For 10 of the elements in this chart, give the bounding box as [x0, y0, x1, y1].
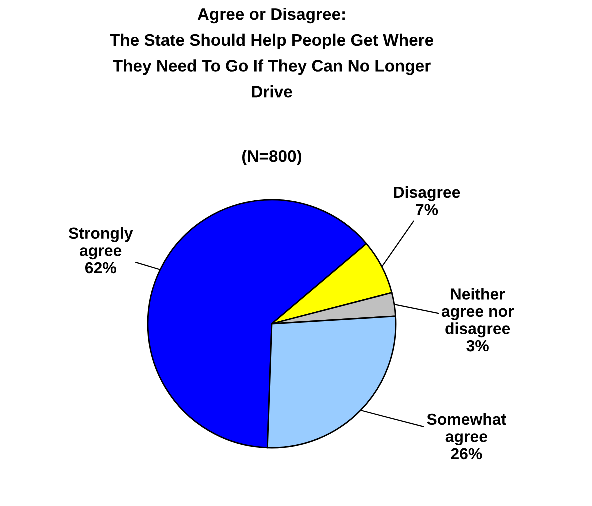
slice-label: Disagree: [394, 186, 460, 202]
data-label: 62%: [85, 262, 116, 274]
chart-title: Agree or Disagree: The State Should Help People Get Where They Need To Go If They Can No Longer Drive: [110, 8, 434, 98]
slice-label: Somewhat agree: [427, 413, 506, 446]
data-label: 3%: [466, 340, 489, 352]
slice-label: Strongly agree: [68, 227, 134, 260]
slice-label: Neither agree nor disagree: [442, 288, 514, 338]
data-label: 7%: [416, 204, 438, 216]
chart-subtitle: (N=800): [242, 150, 302, 166]
data-label: 26%: [451, 448, 482, 460]
